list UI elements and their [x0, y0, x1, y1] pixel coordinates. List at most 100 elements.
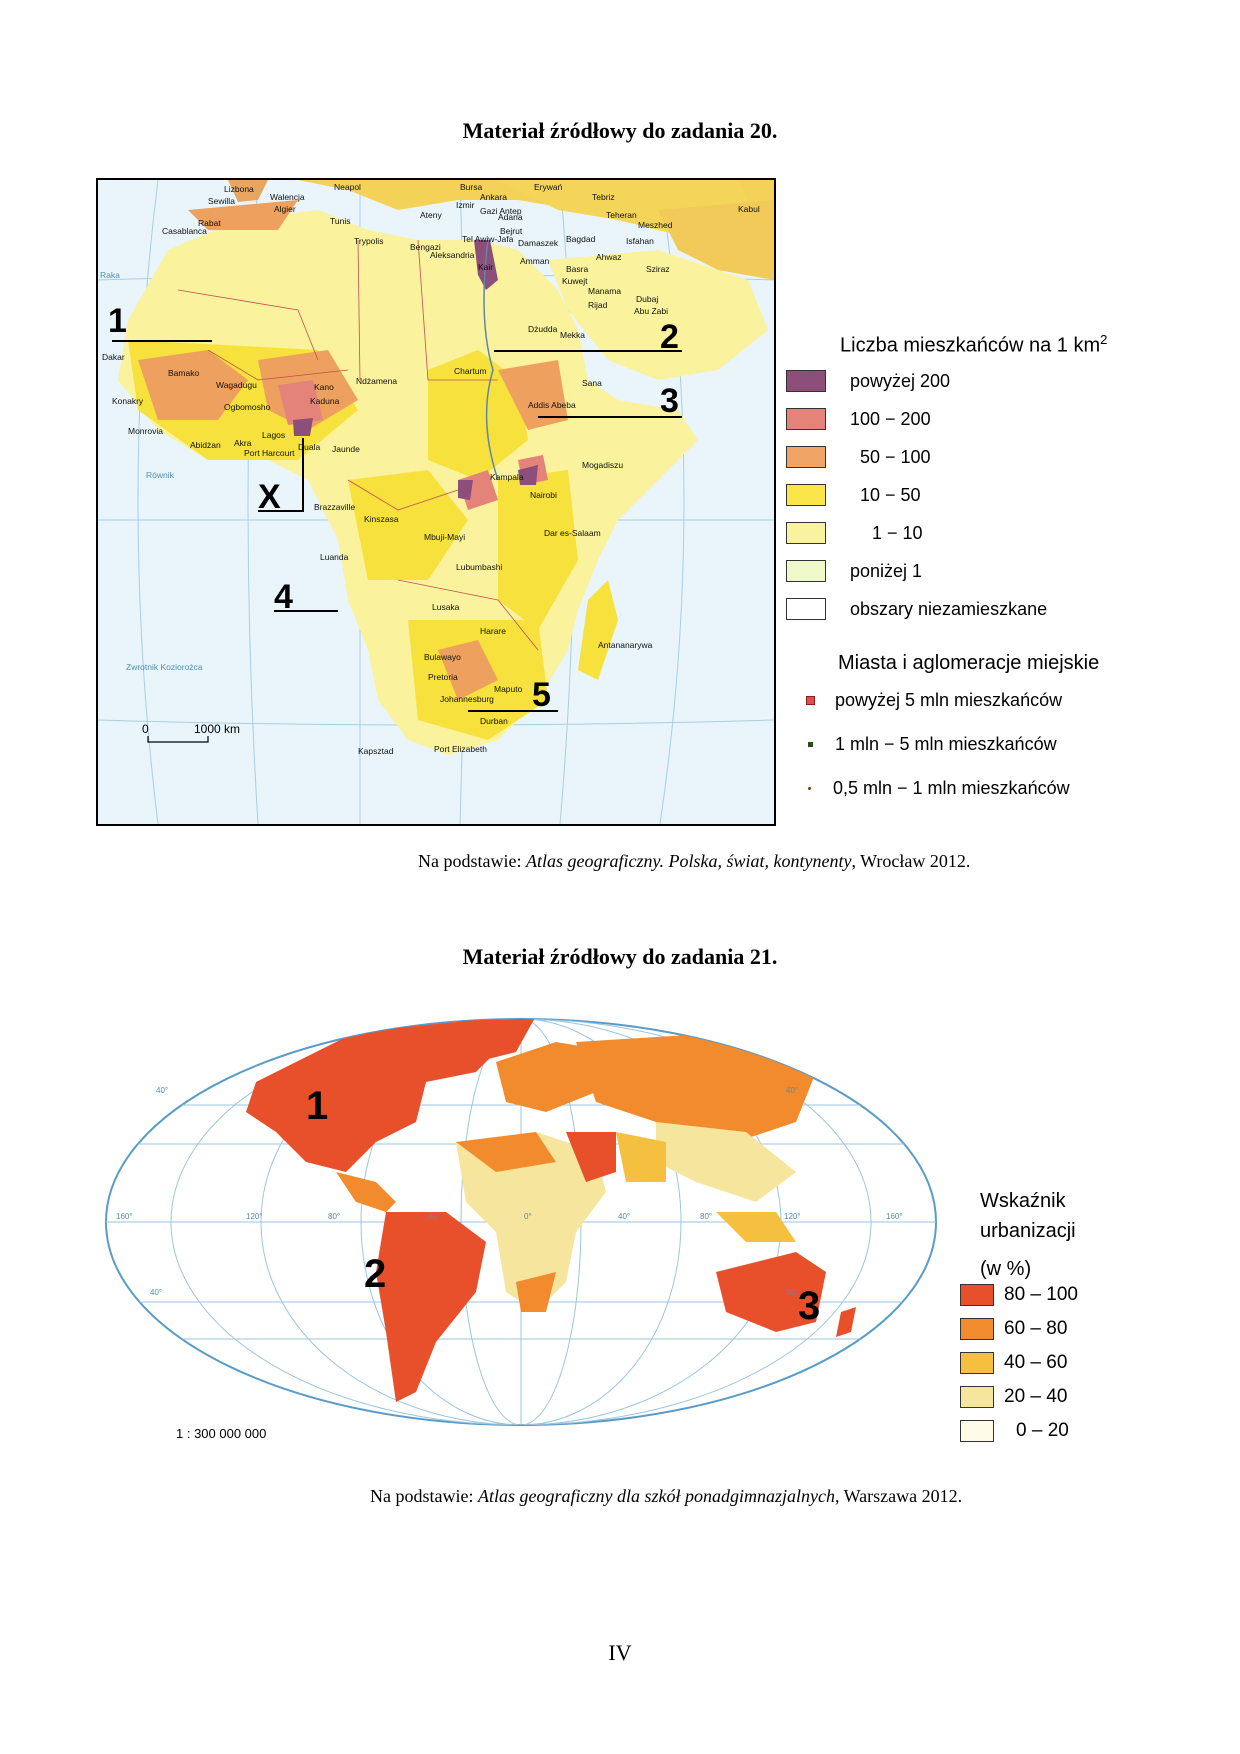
legend-swatch [786, 560, 826, 582]
africa-map-graphic [98, 180, 774, 824]
city-label: Chartum [454, 366, 487, 376]
lon-label: 160° [116, 1212, 133, 1221]
world-marker-1: 1 [306, 1084, 329, 1128]
urban-legend-title: Wskaźnik urbanizacji (w %) [980, 1186, 1076, 1284]
city-label: Lizbona [224, 184, 254, 194]
legend-label: 20 – 40 [1004, 1386, 1068, 1407]
city-label: Adana [498, 212, 523, 222]
city-label: Amman [520, 256, 550, 266]
legend-swatch [960, 1318, 994, 1340]
city-label: Kuwejt [562, 276, 588, 286]
city-label: Dar es-Salaam [544, 528, 601, 538]
legend-swatch [960, 1386, 994, 1408]
marker-1: 1 [108, 302, 127, 340]
legend-label: 1 mln − 5 mln mieszkańców [835, 734, 1057, 754]
city-label: Bursa [460, 182, 483, 192]
urban-legend-item: 0 – 20 [960, 1420, 1069, 1442]
city-label: Ogbomosho [224, 402, 271, 412]
urban-legend-item: 80 – 100 [960, 1284, 1078, 1306]
city-label: Brazzaville [314, 502, 356, 512]
lon-label: 160° [886, 1212, 903, 1221]
city-label: Luanda [320, 552, 349, 562]
city-label: Izmir [456, 200, 475, 210]
lon-label: 120° [784, 1212, 801, 1221]
city-label: Basra [566, 264, 589, 274]
legend-swatch [786, 370, 826, 392]
cities-legend-item: powyżej 5 mln mieszkańców [806, 690, 1062, 711]
density-legend-item: 100 − 200 [786, 408, 931, 430]
legend-label: 0 – 20 [1016, 1420, 1069, 1441]
legend-label: 10 − 50 [860, 484, 921, 505]
density-legend-item: obszary niezamieszkane [786, 598, 1047, 620]
city-label: Mbuji-Mayi [424, 532, 466, 542]
marker-5: 5 [532, 676, 551, 714]
source-20-prefix: Na podstawie: [418, 851, 526, 871]
legend-swatch [786, 598, 826, 620]
density-legend-item: poniżej 1 [786, 560, 922, 582]
lon-label: 120° [246, 1212, 263, 1221]
marker-x-vline [302, 438, 304, 512]
city-label: Ankara [480, 192, 507, 202]
marker-1-line [112, 340, 212, 342]
legend-label: 100 − 200 [850, 408, 931, 429]
legend-swatch [786, 446, 826, 468]
density-legend-title-text: Liczba mieszkańców na 1 km [840, 334, 1101, 357]
marker-3-line [538, 416, 682, 418]
marker-4-line [274, 610, 338, 612]
city-label: Dakar [102, 352, 125, 362]
city-label: Nairobi [530, 490, 557, 500]
legend-label: 50 − 100 [860, 446, 931, 467]
marker-2: 2 [660, 318, 679, 356]
city-label: Abu Zabi [634, 306, 669, 316]
urban-legend-item: 40 – 60 [960, 1352, 1067, 1374]
world-urbanization-map: 40° 40° 40° 40° 160° 120° 80° 40° 0° 40°… [96, 1012, 946, 1441]
city-label: Wagadugu [216, 380, 257, 390]
city-label: Sewilla [208, 196, 235, 206]
city-label: Manama [588, 286, 622, 296]
city-label: Harare [480, 626, 506, 636]
scale-label: 1000 km [194, 722, 241, 736]
density-legend-item: 50 − 100 [786, 446, 931, 468]
legend-label: 1 − 10 [872, 522, 923, 543]
legend-label: 40 – 60 [1004, 1352, 1068, 1373]
city-label: Neapol [334, 182, 361, 192]
world-marker-3: 3 [798, 1284, 821, 1328]
lon-label: 40° [618, 1212, 631, 1221]
urban-legend-title-line2: urbanizacji [980, 1220, 1076, 1242]
density-legend-title: Liczba mieszkańców na 1 km2 [840, 332, 1107, 358]
legend-swatch [960, 1420, 994, 1442]
legend-swatch [786, 484, 826, 506]
city-label: Bejrut [500, 226, 523, 236]
africa-density-map: Lizbona Sewilla Walencja Neapol Algier R… [96, 178, 776, 826]
city-label: Bagdad [566, 234, 596, 244]
density-legend-item: 10 − 50 [786, 484, 921, 506]
city-label: Tel Awiw-Jafa [462, 234, 514, 244]
city-label: Casablanca [162, 226, 207, 236]
city-label: Johannesburg [440, 694, 494, 704]
tropic-capricorn-label: Zwrotnik Koziorożca [126, 662, 203, 672]
lat-label: 40° [786, 1086, 799, 1095]
lon-label: 0° [524, 1212, 532, 1221]
legend-label: 60 – 80 [1004, 1318, 1068, 1339]
world-map-scale: 1 : 300 000 000 [176, 1426, 267, 1441]
source-21-suffix: , Warszawa 2012. [834, 1486, 963, 1506]
city-label: Lubumbashi [456, 562, 503, 572]
city-label: Tunis [330, 216, 351, 226]
marker-x: X [258, 478, 281, 516]
city-label: Port Harcourt [244, 448, 295, 458]
lon-label: 40° [428, 1212, 441, 1221]
city-label: Mekka [560, 330, 586, 340]
city-symbol-medium [808, 742, 813, 747]
city-label: Ahwaz [596, 252, 622, 262]
city-label: Jaunde [332, 444, 360, 454]
marker-4: 4 [274, 578, 293, 616]
city-label: Meszhed [638, 220, 673, 230]
equator-label: Równik [146, 470, 174, 480]
heading-task-20: Materiał źródłowy do zadania 20. [462, 118, 778, 143]
source-21: Na podstawie: Atlas geograficzny dla szk… [370, 1486, 962, 1507]
city-label: Maputo [494, 684, 523, 694]
marker-5-line [468, 710, 558, 712]
density-legend-item: powyżej 200 [786, 370, 950, 392]
city-label: Pretoria [428, 672, 458, 682]
marker-3: 3 [660, 382, 679, 420]
